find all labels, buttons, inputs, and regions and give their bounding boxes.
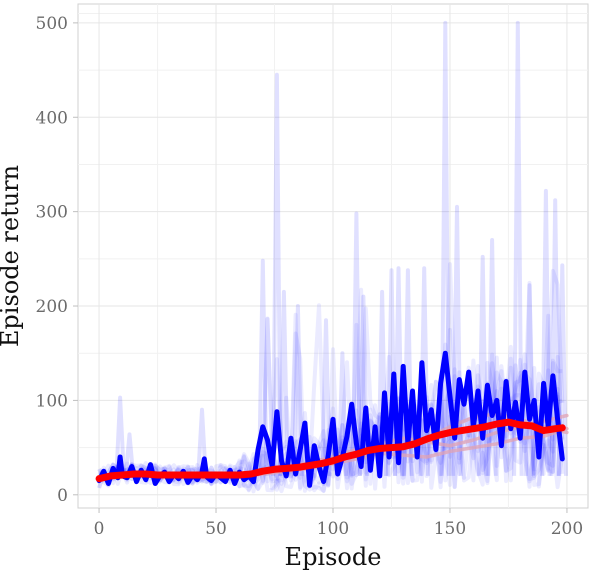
mean-line [95,418,566,483]
x-tick-label: 200 [551,519,583,539]
x-tick-label: 150 [434,519,466,539]
mean-line-group [95,418,566,483]
y-tick-label: 100 [36,391,68,411]
y-axis: 0 100 200 300 400 500 [36,14,78,506]
x-axis: 0 50 100 150 200 [94,508,583,539]
x-tick-label: 100 [317,519,349,539]
background-run-spike [292,304,304,476]
background-run-spike [320,318,332,476]
background-run-spike [278,289,290,476]
background-run-spike [271,72,283,476]
y-axis-title: Episode return [0,165,24,347]
background-run-spike [196,407,208,477]
x-axis-title: Episode [285,543,382,570]
y-tick-label: 400 [36,108,68,128]
major-gridlines [78,4,588,508]
background-run-spike [439,20,451,476]
background-run-spike [257,258,269,476]
background-run-spike [123,432,136,477]
x-tick-label: 0 [94,519,105,539]
y-tick-label: 300 [36,203,68,223]
background-run [97,280,563,494]
background-run-spike [512,20,524,476]
y-tick-label: 200 [36,297,68,317]
background-run-spike [350,211,363,476]
y-tick-label: 500 [36,14,68,34]
x-tick-label: 50 [205,519,227,539]
background-run-spike [556,263,568,476]
background-run-spike [114,395,126,476]
y-tick-label: 0 [57,486,68,506]
background-run-spike [540,188,552,476]
